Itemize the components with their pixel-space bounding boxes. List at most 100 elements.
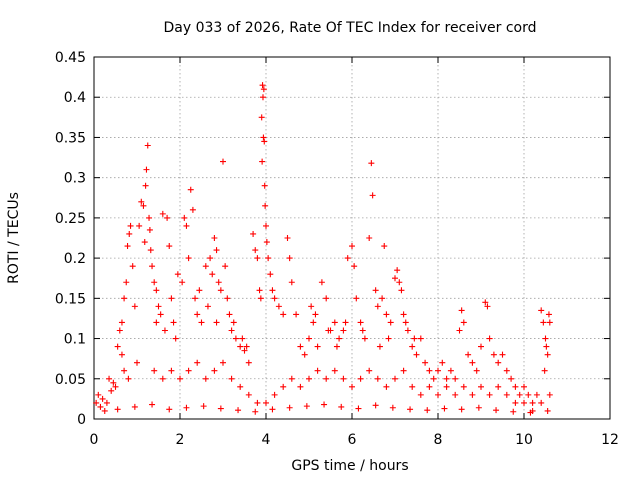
data-point <box>136 222 143 229</box>
data-point <box>308 303 315 310</box>
data-point <box>538 399 545 406</box>
data-point <box>396 279 403 286</box>
data-point <box>314 343 321 350</box>
data-point <box>217 287 224 294</box>
data-point <box>288 375 295 382</box>
data-point <box>486 335 493 342</box>
data-point <box>95 391 102 398</box>
data-point <box>146 226 153 233</box>
data-point <box>342 319 349 326</box>
data-point <box>170 319 177 326</box>
data-point <box>245 359 252 366</box>
data-point <box>387 319 394 326</box>
x-tick-label: 12 <box>601 432 619 448</box>
data-point <box>263 222 269 229</box>
data-point <box>546 319 553 326</box>
data-point <box>118 351 125 358</box>
data-point <box>235 407 242 414</box>
data-point <box>495 383 502 390</box>
data-point <box>521 399 527 406</box>
data-point <box>392 275 398 282</box>
data-point <box>484 303 491 310</box>
data-point <box>125 375 132 382</box>
data-point <box>413 351 420 358</box>
data-point <box>318 279 325 286</box>
data-point <box>357 319 364 326</box>
data-point <box>97 403 104 410</box>
data-point <box>400 311 407 318</box>
data-point <box>340 327 347 334</box>
data-point <box>411 335 418 342</box>
data-point <box>252 247 259 254</box>
data-point <box>153 319 160 326</box>
data-point <box>183 222 190 229</box>
data-point <box>381 243 388 250</box>
y-tick-label: 0.1 <box>64 332 86 348</box>
data-point <box>108 387 115 394</box>
data-point <box>469 391 476 398</box>
data-point <box>280 383 287 390</box>
data-point <box>542 335 549 342</box>
data-point <box>374 375 381 382</box>
data-point <box>138 198 145 205</box>
data-point <box>250 230 257 237</box>
data-point <box>211 235 218 241</box>
data-point <box>106 375 113 382</box>
data-point <box>349 383 355 390</box>
data-point <box>263 239 270 246</box>
data-point <box>323 375 330 382</box>
data-point <box>527 409 534 416</box>
data-point <box>211 367 218 374</box>
data-point <box>237 343 244 350</box>
data-point <box>261 138 268 145</box>
data-point <box>245 391 252 398</box>
data-point <box>439 359 446 366</box>
data-point <box>490 351 497 358</box>
data-point <box>260 86 267 93</box>
data-point <box>254 399 261 406</box>
data-point <box>303 403 310 410</box>
data-point <box>426 367 433 374</box>
data-point <box>215 279 222 286</box>
data-point <box>232 335 239 342</box>
data-point <box>121 367 128 374</box>
data-point <box>499 351 506 358</box>
data-point <box>121 295 128 302</box>
data-point <box>355 405 362 412</box>
data-point <box>424 407 431 414</box>
data-point <box>538 307 545 314</box>
data-point <box>366 235 373 241</box>
data-point <box>99 395 106 402</box>
y-tick-label: 0.2 <box>64 251 86 267</box>
data-point <box>202 263 209 270</box>
data-point <box>261 182 268 189</box>
data-point <box>271 295 278 302</box>
data-point <box>157 311 164 318</box>
data-point <box>259 94 266 101</box>
data-point <box>116 327 123 334</box>
data-point <box>192 295 199 302</box>
data-point <box>131 403 138 410</box>
data-point <box>478 343 484 350</box>
data-point <box>181 214 188 221</box>
data-point <box>217 405 224 412</box>
data-point <box>142 182 149 189</box>
data-point <box>185 255 192 262</box>
data-point <box>144 142 151 149</box>
data-point <box>469 359 476 366</box>
data-point <box>331 319 338 326</box>
data-point <box>207 255 214 262</box>
data-point <box>267 271 274 278</box>
data-point <box>297 343 304 350</box>
data-point <box>435 367 441 374</box>
data-point <box>443 375 450 382</box>
data-point <box>465 351 472 358</box>
data-point <box>269 287 276 294</box>
data-point <box>196 287 203 294</box>
data-point <box>114 406 121 413</box>
data-point <box>430 375 437 382</box>
data-point <box>398 287 405 294</box>
data-point <box>260 134 267 141</box>
data-point <box>166 243 173 250</box>
data-point <box>228 375 235 382</box>
